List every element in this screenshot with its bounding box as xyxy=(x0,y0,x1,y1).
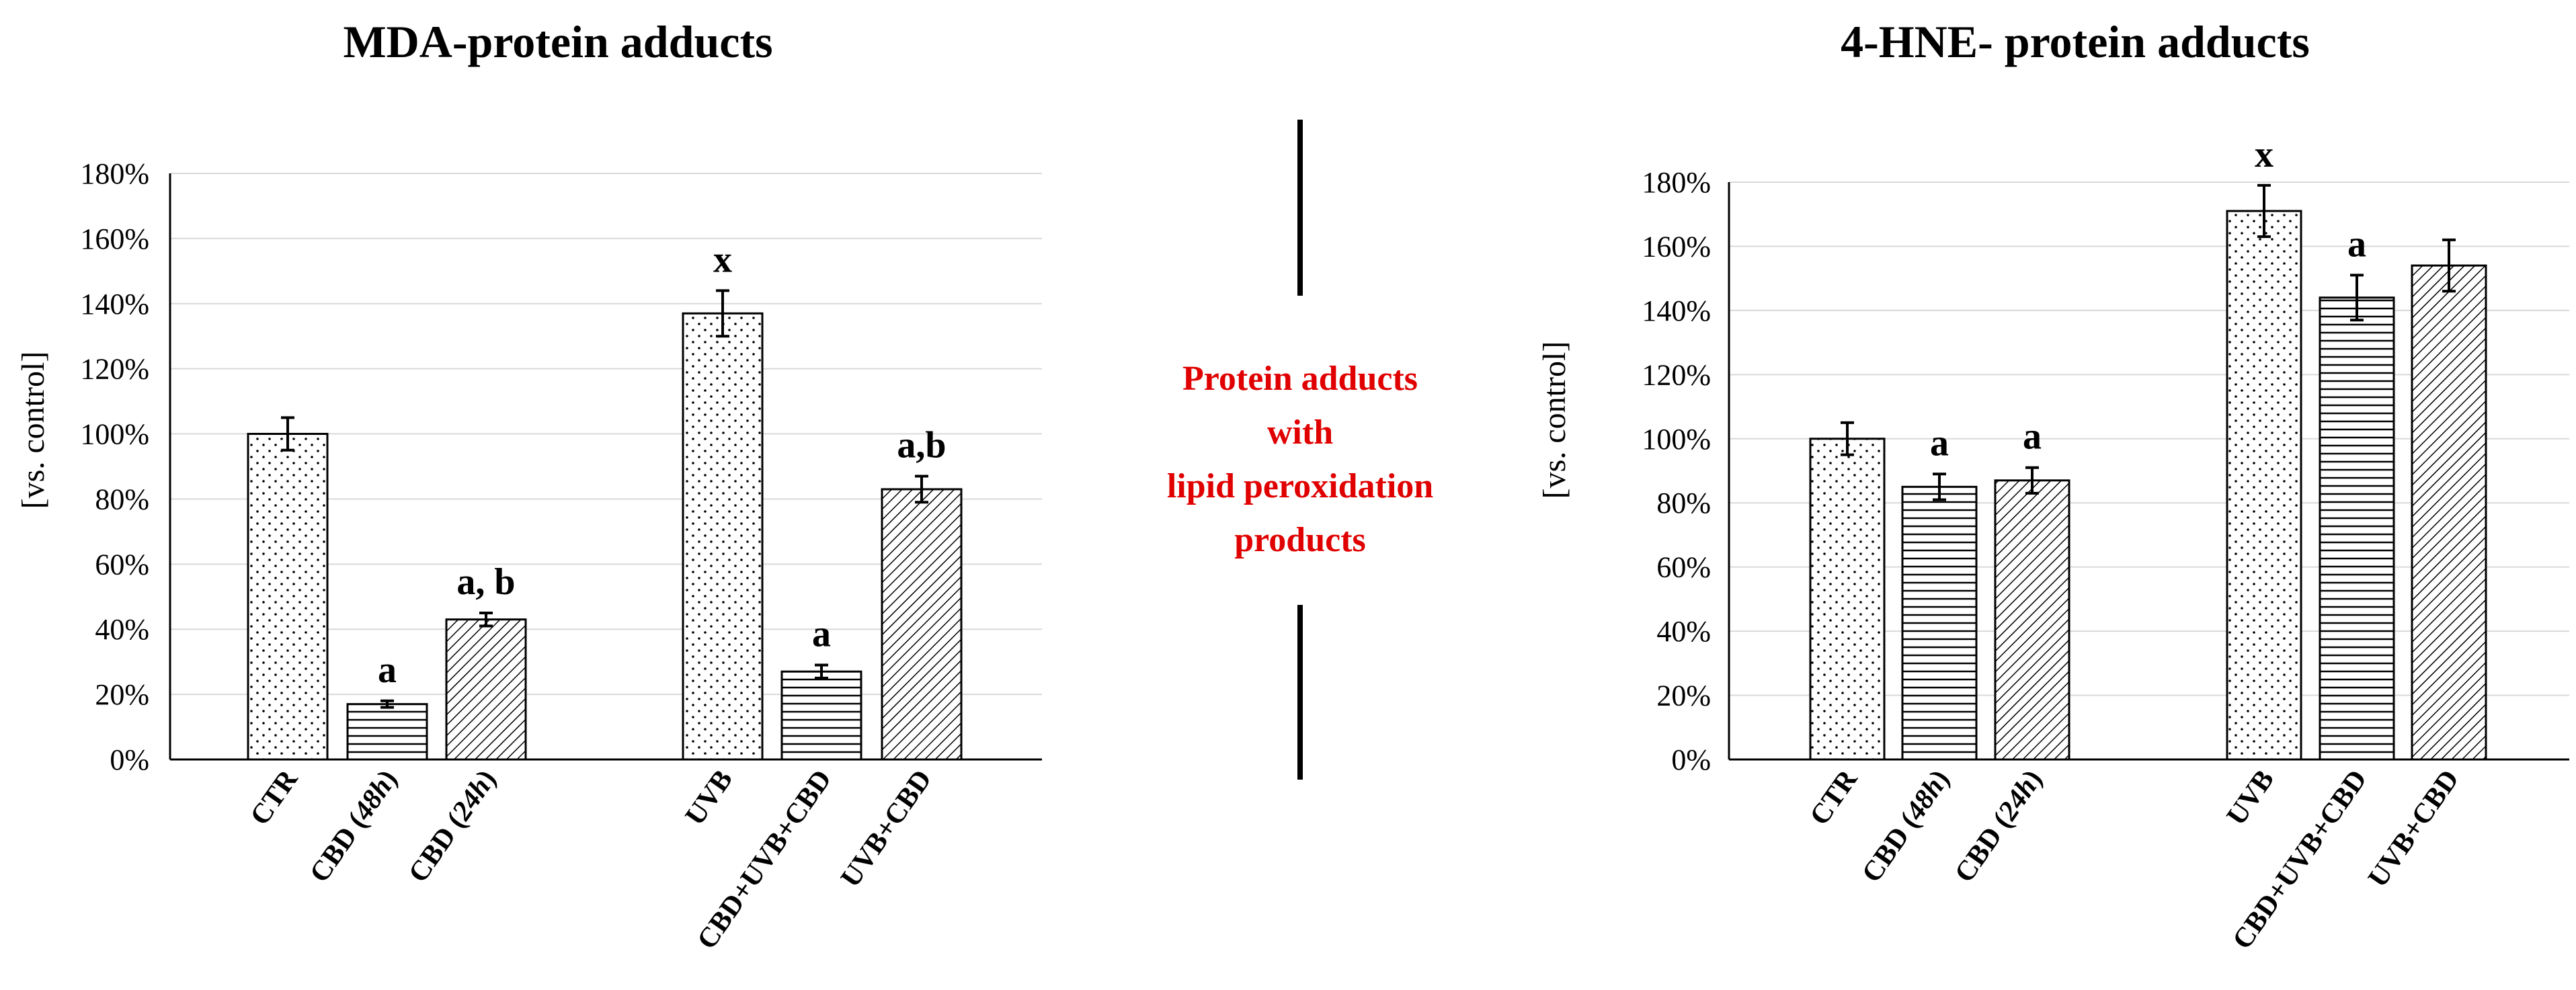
mda-significance-label: a, b xyxy=(456,561,515,603)
hne-bar xyxy=(2226,210,2302,761)
hne-y-tick-label: 100% xyxy=(1642,423,1711,456)
mda-error-bar xyxy=(479,612,493,628)
hne-bar xyxy=(1994,479,2070,761)
hne-y-tick-label: 120% xyxy=(1642,358,1711,391)
center-panel: Protein adducts with lipid peroxidation … xyxy=(1167,120,1433,780)
mda-y-tick-label: 40% xyxy=(95,613,149,646)
hne-y-tick-label: 0% xyxy=(1671,743,1711,776)
mda-chart-title: MDA-protein adducts xyxy=(343,16,772,67)
hne-error-bar xyxy=(2442,238,2456,293)
mda-bar xyxy=(445,618,527,761)
hne-y-tick-label: 60% xyxy=(1656,551,1711,584)
hne-x-tick-label: UVB+CBD xyxy=(2362,764,2465,893)
mda-bar xyxy=(346,703,428,761)
hne-plot-area: 0% 20% 40% 60% 80% 100% 120% 140% 160% 180% CTR a CB… xyxy=(1642,134,2569,955)
hne-bar xyxy=(2319,296,2395,761)
mda-y-tick-label: 180% xyxy=(80,157,149,190)
mda-y-tick-label: 160% xyxy=(80,222,149,255)
center-line-3: lipid peroxidation xyxy=(1167,467,1433,505)
hne-error-bar xyxy=(2257,183,2271,239)
mda-y-tick-label: 140% xyxy=(80,288,149,321)
mda-y-tick-label: 60% xyxy=(95,548,149,581)
hne-bar xyxy=(1809,438,1886,761)
hne-significance-label: x xyxy=(2255,134,2273,175)
center-line-4: products xyxy=(1234,521,1366,559)
hne-error-bar xyxy=(2350,274,2364,322)
hne-chart: 4-HNE- protein adducts [vs. control] 0% 2… xyxy=(1537,16,2569,955)
mda-y-axis-label: [vs. control] xyxy=(15,352,51,509)
mda-y-tick-label: 20% xyxy=(95,678,149,711)
hne-error-bar xyxy=(1933,472,1946,501)
mda-y-tick-label: 80% xyxy=(95,483,149,515)
hne-significance-label: a xyxy=(1930,422,1949,464)
hne-x-tick-label: CBD (24h) xyxy=(1949,764,2048,888)
center-line-1: Protein adducts xyxy=(1182,360,1418,398)
mda-significance-label: a xyxy=(812,614,831,655)
mda-y-tick-label: 0% xyxy=(110,743,149,776)
hne-x-tick-label: UVB xyxy=(2221,764,2281,831)
mda-x-tick-label: UVB xyxy=(680,764,739,831)
mda-x-tick-label: CBD (24h) xyxy=(403,764,502,888)
hne-error-bar xyxy=(1841,421,1854,456)
center-line-2: with xyxy=(1267,413,1333,452)
hne-y-axis-label: [vs. control] xyxy=(1537,341,1572,499)
hne-bar xyxy=(1901,485,1978,761)
mda-significance-label: a,b xyxy=(897,425,946,466)
hne-significance-label: a xyxy=(2023,416,2042,458)
mda-significance-label: a xyxy=(378,649,397,691)
hne-y-tick-label: 20% xyxy=(1656,679,1711,712)
mda-error-bar xyxy=(815,663,828,679)
hne-y-tick-label: 140% xyxy=(1642,294,1711,327)
mda-x-tick-label: UVB+CBD xyxy=(835,764,938,893)
mda-x-tick-label: CBD (48h) xyxy=(304,764,403,888)
mda-plot-area: 0% 20% 40% 60% 80% 100% 120% 140% 160% 180% CTR a CB… xyxy=(80,157,1042,955)
hne-significance-label: a xyxy=(2347,223,2366,265)
mda-bar xyxy=(247,433,329,761)
hne-y-tick-label: 180% xyxy=(1642,166,1711,199)
mda-error-bar xyxy=(281,416,294,452)
mda-significance-label: x xyxy=(713,239,732,280)
mda-error-bar xyxy=(380,699,394,709)
mda-error-bar xyxy=(915,475,928,504)
mda-y-tick-label: 120% xyxy=(80,353,149,386)
mda-y-tick-label: 100% xyxy=(80,418,149,451)
hne-y-tick-label: 80% xyxy=(1656,487,1711,520)
hne-chart-title: 4-HNE- protein adducts xyxy=(1841,16,2310,67)
mda-error-bar xyxy=(716,289,729,338)
mda-bar xyxy=(682,312,764,761)
hne-x-tick-label: CBD (48h) xyxy=(1856,764,1956,888)
mda-chart: MDA-protein adducts [vs. control] 0% 20% 4… xyxy=(15,16,1042,955)
hne-y-tick-label: 160% xyxy=(1642,230,1711,263)
hne-error-bar xyxy=(2025,466,2039,495)
hne-y-tick-label: 40% xyxy=(1656,615,1711,648)
hne-bar xyxy=(2411,264,2487,761)
hne-x-tick-label: CTR xyxy=(1804,764,1864,831)
mda-x-tick-label: CTR xyxy=(245,764,305,831)
mda-bar xyxy=(780,670,862,761)
mda-bar xyxy=(881,488,963,761)
